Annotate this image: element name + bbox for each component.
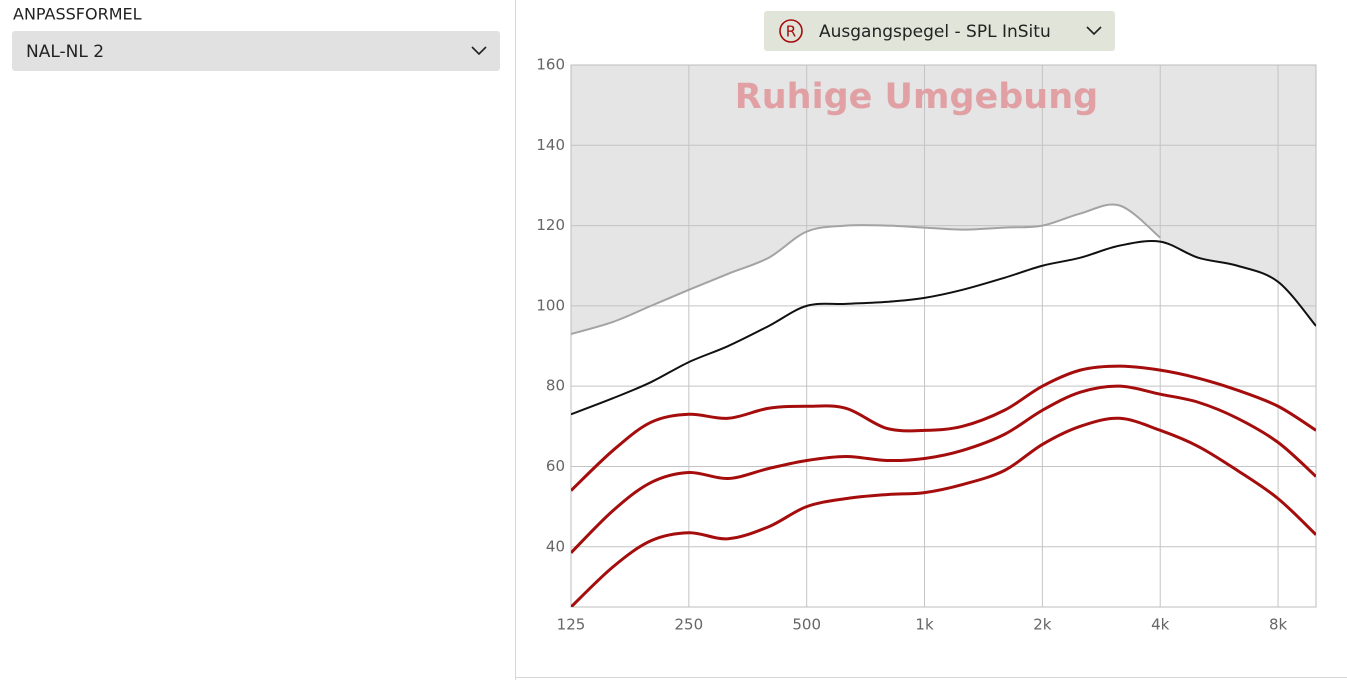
- x-tick-label: 8k: [1269, 616, 1288, 634]
- formula-label: ANPASSFORMEL: [13, 5, 142, 24]
- annotation: Ruhige Umgebung: [735, 77, 1098, 117]
- y-tick-label: 60: [546, 457, 565, 475]
- chevron: [471, 46, 487, 56]
- curve: [571, 203, 1161, 335]
- x-tick-label: 250: [675, 616, 704, 634]
- output-selector[interactable]: [764, 11, 1115, 51]
- chevron: [1086, 26, 1102, 36]
- y-tick-label: 100: [536, 296, 565, 314]
- formula-value: NAL-NL 2: [26, 42, 104, 62]
- x-tick-label: 2k: [1033, 616, 1052, 634]
- y-tick-label: 120: [536, 216, 565, 234]
- r-icon: [779, 19, 803, 43]
- y-tick-label: 140: [536, 136, 565, 154]
- y-tick-label: 160: [536, 56, 565, 74]
- plot: 40 60 80 100 120 140 160 125 250 500 1k 2k 4k 8k Ruhig…: [536, 56, 1317, 634]
- x-tick-label: 125: [557, 616, 586, 634]
- r-icon-text: R: [786, 23, 796, 41]
- selector-label: Ausgangspegel - SPL InSitu: [819, 22, 1051, 42]
- y-tick-label: 40: [546, 537, 565, 555]
- x-tick-label: 1k: [915, 616, 934, 634]
- curve: [571, 240, 1316, 416]
- curve: [571, 384, 1316, 554]
- plot-frame: [570, 64, 1317, 608]
- x-tick-label: 4k: [1151, 616, 1170, 634]
- curve: [571, 364, 1316, 492]
- y-tick-label: 80: [546, 377, 565, 395]
- formula-dropdown[interactable]: [12, 31, 500, 71]
- x-tick-label: 500: [792, 616, 821, 634]
- curve: [571, 416, 1316, 607]
